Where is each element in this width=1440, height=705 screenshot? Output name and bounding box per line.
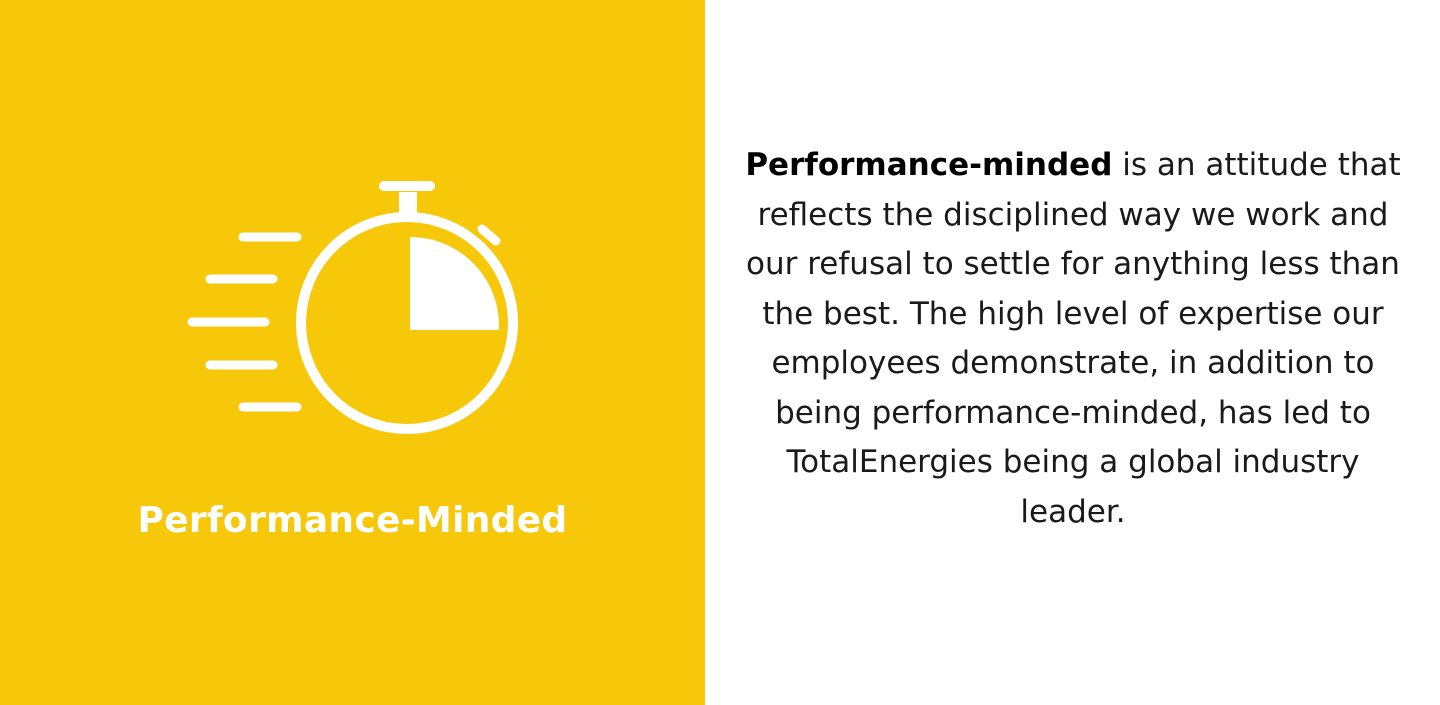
panel-title: Performance-Minded xyxy=(137,500,568,541)
description-text: Performance-minded is an attitude that r… xyxy=(739,141,1407,537)
description-bold-term: Performance-minded xyxy=(745,147,1113,183)
description-body: is an attitude that reflects the discipl… xyxy=(746,147,1401,530)
stopwatch-icon xyxy=(180,175,530,445)
description-panel: Performance-minded is an attitude that r… xyxy=(705,0,1440,705)
value-panel: Performance-Minded xyxy=(0,0,705,705)
